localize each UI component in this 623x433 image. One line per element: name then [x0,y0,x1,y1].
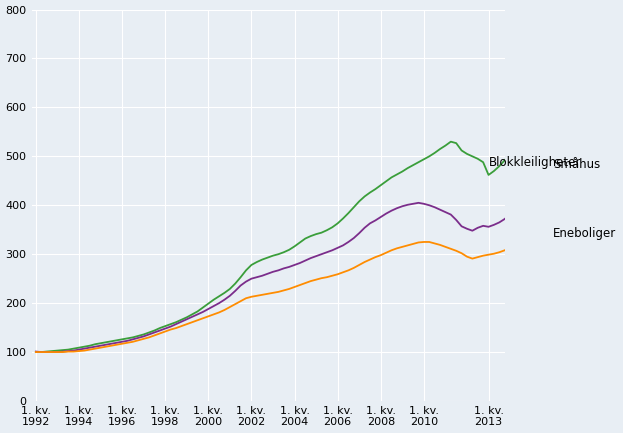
Text: Eneboliger: Eneboliger [553,227,616,240]
Text: Småhus: Småhus [553,158,601,171]
Text: Blokkleiligheter: Blokkleiligheter [488,156,581,169]
